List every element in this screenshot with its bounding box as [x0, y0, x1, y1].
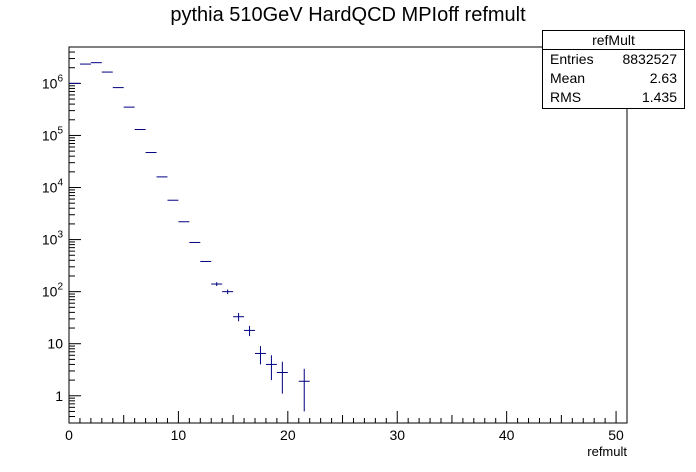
- histogram-bin: [265, 355, 277, 381]
- histogram-bin: [244, 325, 255, 337]
- x-tick-label: 20: [280, 427, 296, 443]
- histogram-bin: [255, 346, 266, 365]
- x-tick-label: 0: [65, 427, 73, 443]
- x-tick-label: 30: [389, 427, 405, 443]
- stats-label: Mean: [550, 70, 586, 86]
- stats-row-entries: Entries 8832527: [543, 50, 684, 69]
- stats-value: 8832527: [622, 51, 677, 67]
- x-tick-label: 50: [608, 427, 624, 443]
- histogram-bins: [69, 62, 310, 412]
- stats-box: refMult Entries 8832527 Mean 2.63 RMS 1.…: [542, 30, 685, 109]
- histogram-bin: [276, 361, 288, 394]
- y-axis: 1 10 102 103 104 105 106: [42, 46, 81, 424]
- y-tick-label: 10: [47, 336, 63, 352]
- y-tick-label: 104: [42, 178, 64, 196]
- histogram-bin: [222, 289, 234, 295]
- stats-value: 2.63: [649, 70, 677, 86]
- stats-label: Entries: [550, 51, 594, 67]
- stats-row-mean: Mean 2.63: [543, 69, 684, 88]
- stats-row-rms: RMS 1.435: [543, 88, 684, 107]
- histogram-bin: [233, 312, 245, 322]
- x-axis-title: refmult: [587, 444, 627, 459]
- stats-label: RMS: [550, 89, 582, 105]
- stats-value: 1.435: [641, 89, 677, 105]
- y-tick-label: 105: [42, 125, 64, 143]
- chart-title: pythia 510GeV HardQCD MPIoff refmult: [170, 4, 526, 26]
- histogram-bin: [298, 368, 310, 412]
- stats-box-title: refMult: [543, 31, 684, 50]
- plot-frame: [68, 46, 628, 424]
- y-tick-label: 103: [42, 230, 64, 248]
- y-tick-label: 102: [42, 282, 64, 300]
- y-tick-label: 106: [42, 73, 64, 91]
- x-axis: 0 10 20 30 40 50: [65, 411, 628, 443]
- histogram-bin: [211, 282, 223, 287]
- y-tick-label: 1: [55, 388, 63, 404]
- x-tick-label: 10: [171, 427, 187, 443]
- x-tick-label: 40: [499, 427, 515, 443]
